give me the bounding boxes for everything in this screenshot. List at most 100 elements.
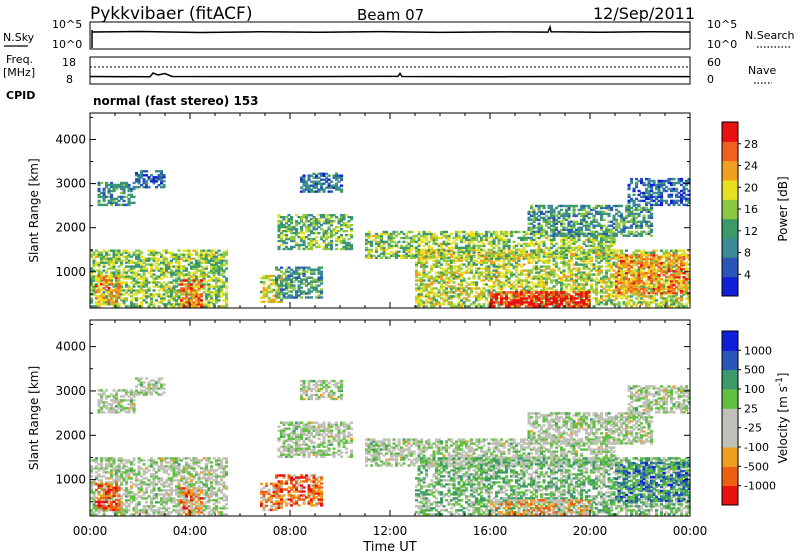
echo-cell xyxy=(502,267,506,270)
echo-cell xyxy=(290,216,294,219)
echo-cell xyxy=(517,253,521,256)
echo-cell xyxy=(662,279,666,282)
echo-cell xyxy=(530,240,534,244)
echo-cell xyxy=(460,267,464,270)
echo-cell xyxy=(492,269,496,272)
echo-cell xyxy=(512,285,516,288)
echo-cell xyxy=(647,287,651,290)
echo-cell xyxy=(342,245,346,249)
echo-cell xyxy=(580,273,584,276)
echo-cell xyxy=(102,195,106,199)
echo-cell xyxy=(107,253,111,256)
echo-cell xyxy=(175,293,179,296)
echo-cell xyxy=(335,229,339,233)
echo-cell xyxy=(532,218,536,222)
echo-cell xyxy=(552,301,556,304)
echo-cell xyxy=(445,299,449,302)
echo-cell xyxy=(347,224,351,227)
echo-cell xyxy=(585,289,589,292)
echo-cell xyxy=(665,303,669,306)
echo-cell xyxy=(435,301,439,304)
echo-cell xyxy=(585,299,589,302)
echo-cell xyxy=(665,285,669,288)
echo-cell xyxy=(447,295,451,298)
echo-cell xyxy=(505,255,509,258)
echo-cell xyxy=(187,273,191,276)
echo-cell xyxy=(515,244,519,248)
echo-cell xyxy=(282,233,286,237)
echo-cell xyxy=(587,261,591,264)
echo-cell xyxy=(197,269,201,272)
echo-cell xyxy=(687,285,691,288)
echo-cell xyxy=(92,289,96,292)
echo-cell xyxy=(510,249,514,252)
echo-cell xyxy=(142,186,146,189)
echo-cell xyxy=(290,222,294,225)
echo-cell xyxy=(107,278,111,282)
echo-cell xyxy=(130,187,134,191)
echo-cell xyxy=(585,251,589,254)
echo-cell xyxy=(125,275,129,278)
echo-cell xyxy=(537,277,541,280)
echo-cell xyxy=(535,289,539,292)
echo-cell xyxy=(537,281,541,284)
echo-cell xyxy=(480,289,484,292)
echo-cell xyxy=(442,250,446,253)
echo-cell xyxy=(280,278,284,282)
echo-cell xyxy=(432,259,436,262)
echo-cell xyxy=(107,267,111,270)
echo-cell xyxy=(172,257,176,260)
echo-cell xyxy=(490,263,494,266)
echo-cell xyxy=(430,238,434,242)
echo-cell xyxy=(572,267,576,270)
freq-unit-label: [MHz] xyxy=(3,66,35,79)
echo-cell xyxy=(285,237,289,241)
echo-cell xyxy=(542,251,546,254)
echo-cell xyxy=(545,230,549,233)
echo-cell xyxy=(132,297,136,300)
echo-cell xyxy=(527,305,531,308)
echo-cell xyxy=(562,263,566,266)
echo-cell xyxy=(572,297,576,300)
echo-cell xyxy=(472,234,476,238)
echo-cell xyxy=(665,297,669,300)
echo-cell xyxy=(210,291,214,294)
echo-cell xyxy=(412,236,416,240)
echo-cell xyxy=(120,281,124,284)
echo-cell xyxy=(450,275,454,278)
echo-cell xyxy=(130,277,134,280)
echo-cell xyxy=(547,222,551,225)
echo-cell xyxy=(492,289,496,292)
echo-cell xyxy=(285,245,289,249)
echo-cell xyxy=(602,251,606,254)
echo-cell xyxy=(570,269,574,272)
echo-cell xyxy=(490,248,494,252)
echo-cell xyxy=(490,234,494,238)
echo-cell xyxy=(610,244,614,248)
echo-cell xyxy=(97,193,101,197)
echo-cell xyxy=(287,218,291,221)
echo-cell xyxy=(287,270,291,273)
echo-cell xyxy=(472,283,476,286)
echo-cell xyxy=(532,226,536,229)
echo-cell xyxy=(600,289,604,292)
echo-cell xyxy=(305,266,309,269)
echo-cell xyxy=(602,253,606,256)
echo-cell xyxy=(92,279,96,282)
echo-cell xyxy=(267,278,271,282)
echo-cell xyxy=(195,275,199,278)
echo-cell xyxy=(552,285,556,288)
echo-cell xyxy=(115,273,119,276)
echo-cell xyxy=(325,235,329,239)
echo-cell xyxy=(105,251,109,254)
echo-cell xyxy=(465,305,469,308)
echo-cell xyxy=(522,238,526,242)
echo-cell xyxy=(552,275,556,278)
echo-cell xyxy=(467,305,471,308)
echo-cell xyxy=(385,232,389,236)
echo-cell xyxy=(332,227,336,231)
echo-cell xyxy=(217,289,221,292)
echo-cell xyxy=(635,249,639,252)
echo-cell xyxy=(577,277,581,280)
echo-cell xyxy=(550,220,554,223)
